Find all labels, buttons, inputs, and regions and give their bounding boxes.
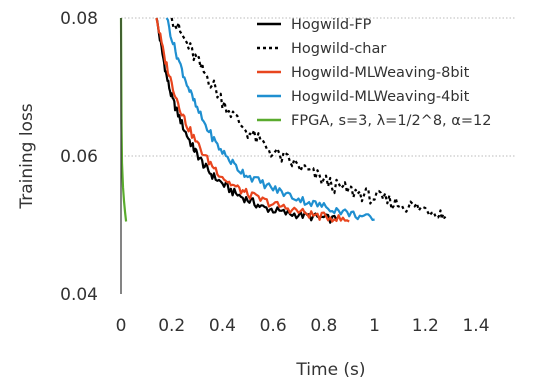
series-line	[119, 17, 128, 222]
x-tick-label: 1.2	[412, 316, 439, 336]
x-tick-label: 1	[369, 316, 380, 336]
y-tick-labels: 0.04 0.06 0.08	[60, 9, 98, 305]
legend-label: Hogwild-MLWeaving-4bit	[291, 89, 470, 105]
legend-label: Hogwild-char	[291, 41, 386, 57]
x-tick-label: 1.4	[462, 316, 489, 336]
series-line	[155, 17, 338, 224]
legend-label: Hogwild-FP	[291, 17, 372, 33]
y-tick-label: 0.08	[60, 9, 98, 29]
legend-label: FPGA, s=3, λ=1/2^8, α=12	[291, 113, 491, 129]
gridlines	[121, 17, 516, 157]
legend-label: Hogwild-MLWeaving-8bit	[291, 65, 470, 81]
series-line	[165, 17, 375, 221]
x-tick-label: 0.2	[158, 316, 185, 336]
x-tick-label: 0.4	[209, 316, 236, 336]
x-tick-label: 0	[116, 316, 127, 336]
x-axis-label: Time (s)	[295, 360, 365, 379]
y-tick-label: 0.04	[60, 285, 98, 305]
y-tick-label: 0.06	[60, 147, 98, 167]
series-line	[155, 17, 350, 223]
series-line	[170, 17, 447, 221]
x-tick-label: 0.8	[310, 316, 337, 336]
y-axis-label: Training loss	[17, 103, 37, 209]
series-layer	[119, 17, 447, 224]
legend: Hogwild-FP Hogwild-char Hogwild-MLWeaving-…	[257, 17, 491, 129]
x-tick-label: 0.6	[260, 316, 287, 336]
x-tick-labels: 0 0.2 0.4 0.6 0.8 1 1.2 1.4	[116, 316, 490, 336]
